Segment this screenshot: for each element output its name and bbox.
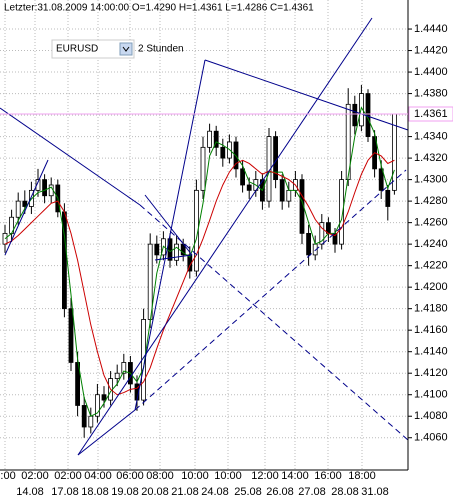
- y-tick-label: 1.4260: [414, 217, 448, 229]
- x-tick-label: 20.08: [141, 486, 169, 498]
- candle-body: [319, 222, 325, 245]
- candle-body: [378, 168, 384, 191]
- y-tick-label: 1.4140: [414, 346, 448, 358]
- y-tick-label: 1.4220: [414, 260, 448, 272]
- y-tick-label: 1.4120: [414, 367, 448, 379]
- candle-body: [286, 189, 292, 202]
- x-tick-label: 24.08: [201, 486, 229, 498]
- y-tick-label: 1.4180: [414, 303, 448, 315]
- candle-body: [213, 130, 219, 148]
- y-tick-label: 1.4160: [414, 324, 448, 336]
- y-tick-label: 1.4400: [414, 66, 448, 78]
- x-tick-label: 02:00: [21, 470, 49, 482]
- y-tick-label: 1.4280: [414, 195, 448, 207]
- candle-body: [88, 415, 94, 428]
- x-tick-label: 12:00: [251, 470, 279, 482]
- y-tick-label: 1.4440: [414, 23, 448, 35]
- candle-body: [154, 243, 160, 256]
- candle-body: [2, 232, 8, 245]
- candle-body: [95, 394, 100, 417]
- x-tick-label: 18.08: [81, 486, 109, 498]
- candle-body: [352, 103, 358, 127]
- x-tick-label: 26.08: [266, 486, 294, 498]
- candle-body: [22, 200, 28, 207]
- y-tick-label: 1.4320: [414, 152, 448, 164]
- candle-body: [75, 362, 80, 406]
- candle-body: [279, 179, 285, 202]
- candle-body: [240, 168, 246, 186]
- x-tick-label: 17.08: [51, 486, 79, 498]
- candle-body: [220, 146, 226, 159]
- trendline: [134, 169, 407, 411]
- y-tick-label: 1.4200: [414, 281, 448, 293]
- info-bar: Letzter:31.08.2009 14:00:00 O=1.4290 H=1…: [4, 3, 314, 14]
- x-tick-label: 25.08: [234, 486, 262, 498]
- x-tick-label: 10:00: [214, 470, 242, 482]
- x-tick-label: 14.08: [16, 486, 44, 498]
- y-tick-label: 1.4060: [414, 432, 448, 444]
- x-tick-label: 08:00: [146, 470, 174, 482]
- x-tick-label: 16:00: [314, 470, 342, 482]
- candle-body: [200, 146, 206, 191]
- x-tick-label: 2:00: [0, 470, 16, 482]
- x-tick-label: 02:00: [54, 470, 82, 482]
- plot: [2, 84, 397, 438]
- symbol-selector[interactable]: EURUSD 2 Stunden: [51, 39, 184, 59]
- x-tick-label: 19.08: [111, 486, 139, 498]
- dropdown-button[interactable]: [119, 42, 133, 56]
- trendline: [144, 194, 193, 256]
- candle-body: [207, 130, 213, 148]
- trendline: [77, 17, 373, 456]
- trendline: [77, 409, 136, 456]
- x-tick-label: 14:00: [281, 470, 309, 482]
- x-tick-label: 18:00: [348, 470, 376, 482]
- y-tick-label: 1.4380: [414, 87, 448, 99]
- candle-body: [174, 243, 180, 261]
- x-tick-label: 28.08: [331, 486, 359, 498]
- y-tick-label: 1.4300: [414, 174, 448, 186]
- candle-body: [385, 189, 391, 207]
- y-tick-label: 1.4340: [414, 130, 448, 142]
- x-tick-label: 21.08: [171, 486, 199, 498]
- candle-body: [101, 394, 107, 401]
- current-price-label: 1.4361: [414, 108, 448, 120]
- y-tick-label: 1.4240: [414, 238, 448, 250]
- candle-body: [81, 405, 87, 428]
- y-tick-label: 1.4100: [414, 389, 448, 401]
- x-tick-label: 04:00: [84, 470, 112, 482]
- candle-body: [121, 362, 127, 374]
- y-tick-label: 1.4080: [414, 410, 448, 422]
- x-tick-label: 27.08: [298, 486, 326, 498]
- trendline: [4, 159, 49, 256]
- y-tick-label: 1.4420: [414, 44, 448, 56]
- trendline: [0, 107, 141, 206]
- candle-body: [42, 179, 47, 197]
- x-tick-label: 06:00: [116, 470, 144, 482]
- current-price-box: [408, 106, 453, 122]
- moving-average: [4, 152, 395, 396]
- candle-body: [15, 200, 21, 218]
- x-tick-label: 10:00: [181, 470, 209, 482]
- candle-body: [246, 184, 252, 191]
- candle-body: [306, 232, 312, 256]
- trendline: [204, 59, 409, 131]
- candle-body: [114, 372, 120, 379]
- trendline: [134, 59, 206, 411]
- candle-body: [68, 308, 74, 363]
- symbol: EURUSD: [56, 44, 98, 55]
- x-tick-label: 31.08: [361, 486, 389, 498]
- dropdown[interactable]: [51, 39, 135, 59]
- candle-body: [35, 179, 41, 191]
- candle-body: [339, 179, 345, 245]
- dropdown-arrow: [122, 46, 130, 52]
- trendlines: [0, 17, 409, 456]
- trendline: [154, 254, 193, 261]
- period: 2 Stunden: [138, 44, 184, 55]
